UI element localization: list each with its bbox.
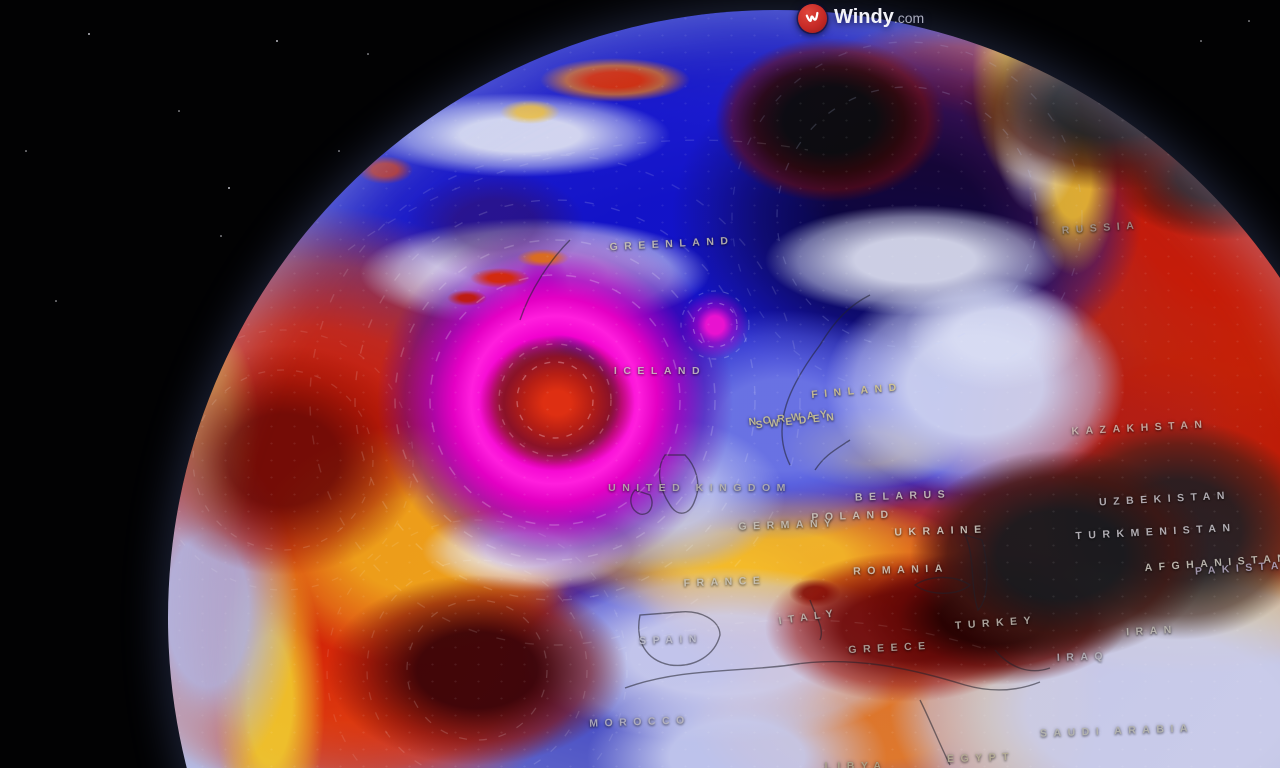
star [178, 110, 180, 112]
star [276, 40, 278, 42]
coastlines [519, 239, 1051, 766]
brand-name: Windy.com [834, 6, 925, 28]
star [1248, 20, 1250, 22]
windy-logo[interactable]: Windy.com [798, 3, 924, 33]
star [338, 150, 340, 152]
star [25, 150, 27, 152]
wind-streaks [168, 41, 1083, 768]
wind-flow-overlay [168, 41, 1083, 768]
brand-suffix: .com [893, 10, 925, 26]
star [55, 300, 57, 302]
star [1200, 40, 1202, 42]
star [88, 33, 90, 35]
star [220, 235, 222, 237]
globe-map[interactable] [168, 10, 1280, 768]
windy-logo-icon [798, 3, 827, 33]
star [367, 53, 369, 55]
star [228, 187, 230, 189]
